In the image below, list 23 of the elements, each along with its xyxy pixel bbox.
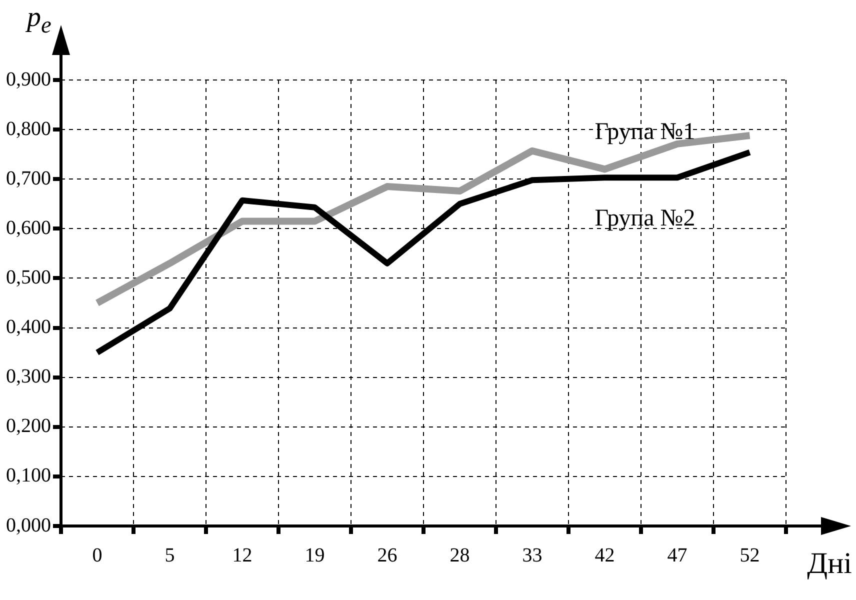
- x-tick-label: 12: [232, 544, 252, 566]
- x-tick-label: 47: [667, 544, 688, 566]
- x-tick-label: 52: [740, 544, 760, 566]
- y-tick-label: 0,800: [6, 118, 51, 140]
- x-tick-label: 0: [92, 544, 102, 566]
- series-label: Група №2: [594, 206, 696, 232]
- x-tick-label: 33: [522, 544, 542, 566]
- y-tick-label: 0,000: [6, 514, 51, 536]
- x-tick-label: 42: [594, 544, 615, 566]
- y-tick-label: 0,300: [6, 366, 51, 388]
- x-tick-label: 5: [164, 544, 175, 566]
- x-tick-label: 26: [377, 544, 398, 566]
- y-tick-label: 0,600: [6, 216, 51, 239]
- y-tick-label: 0,200: [6, 415, 51, 438]
- x-axis-title: Дні: [807, 546, 852, 582]
- y-tick-label: 0,500: [6, 266, 51, 288]
- y-tick-label: 0,100: [6, 464, 51, 487]
- x-tick-label: 19: [304, 544, 325, 566]
- y-tick-label: 0,900: [6, 68, 51, 90]
- y-tick-label: 0,400: [6, 316, 51, 338]
- y-axis-title: p$_{e}$: [27, 1, 52, 41]
- y-tick-label: 0,700: [6, 167, 51, 190]
- x-tick-label: 28: [450, 544, 470, 566]
